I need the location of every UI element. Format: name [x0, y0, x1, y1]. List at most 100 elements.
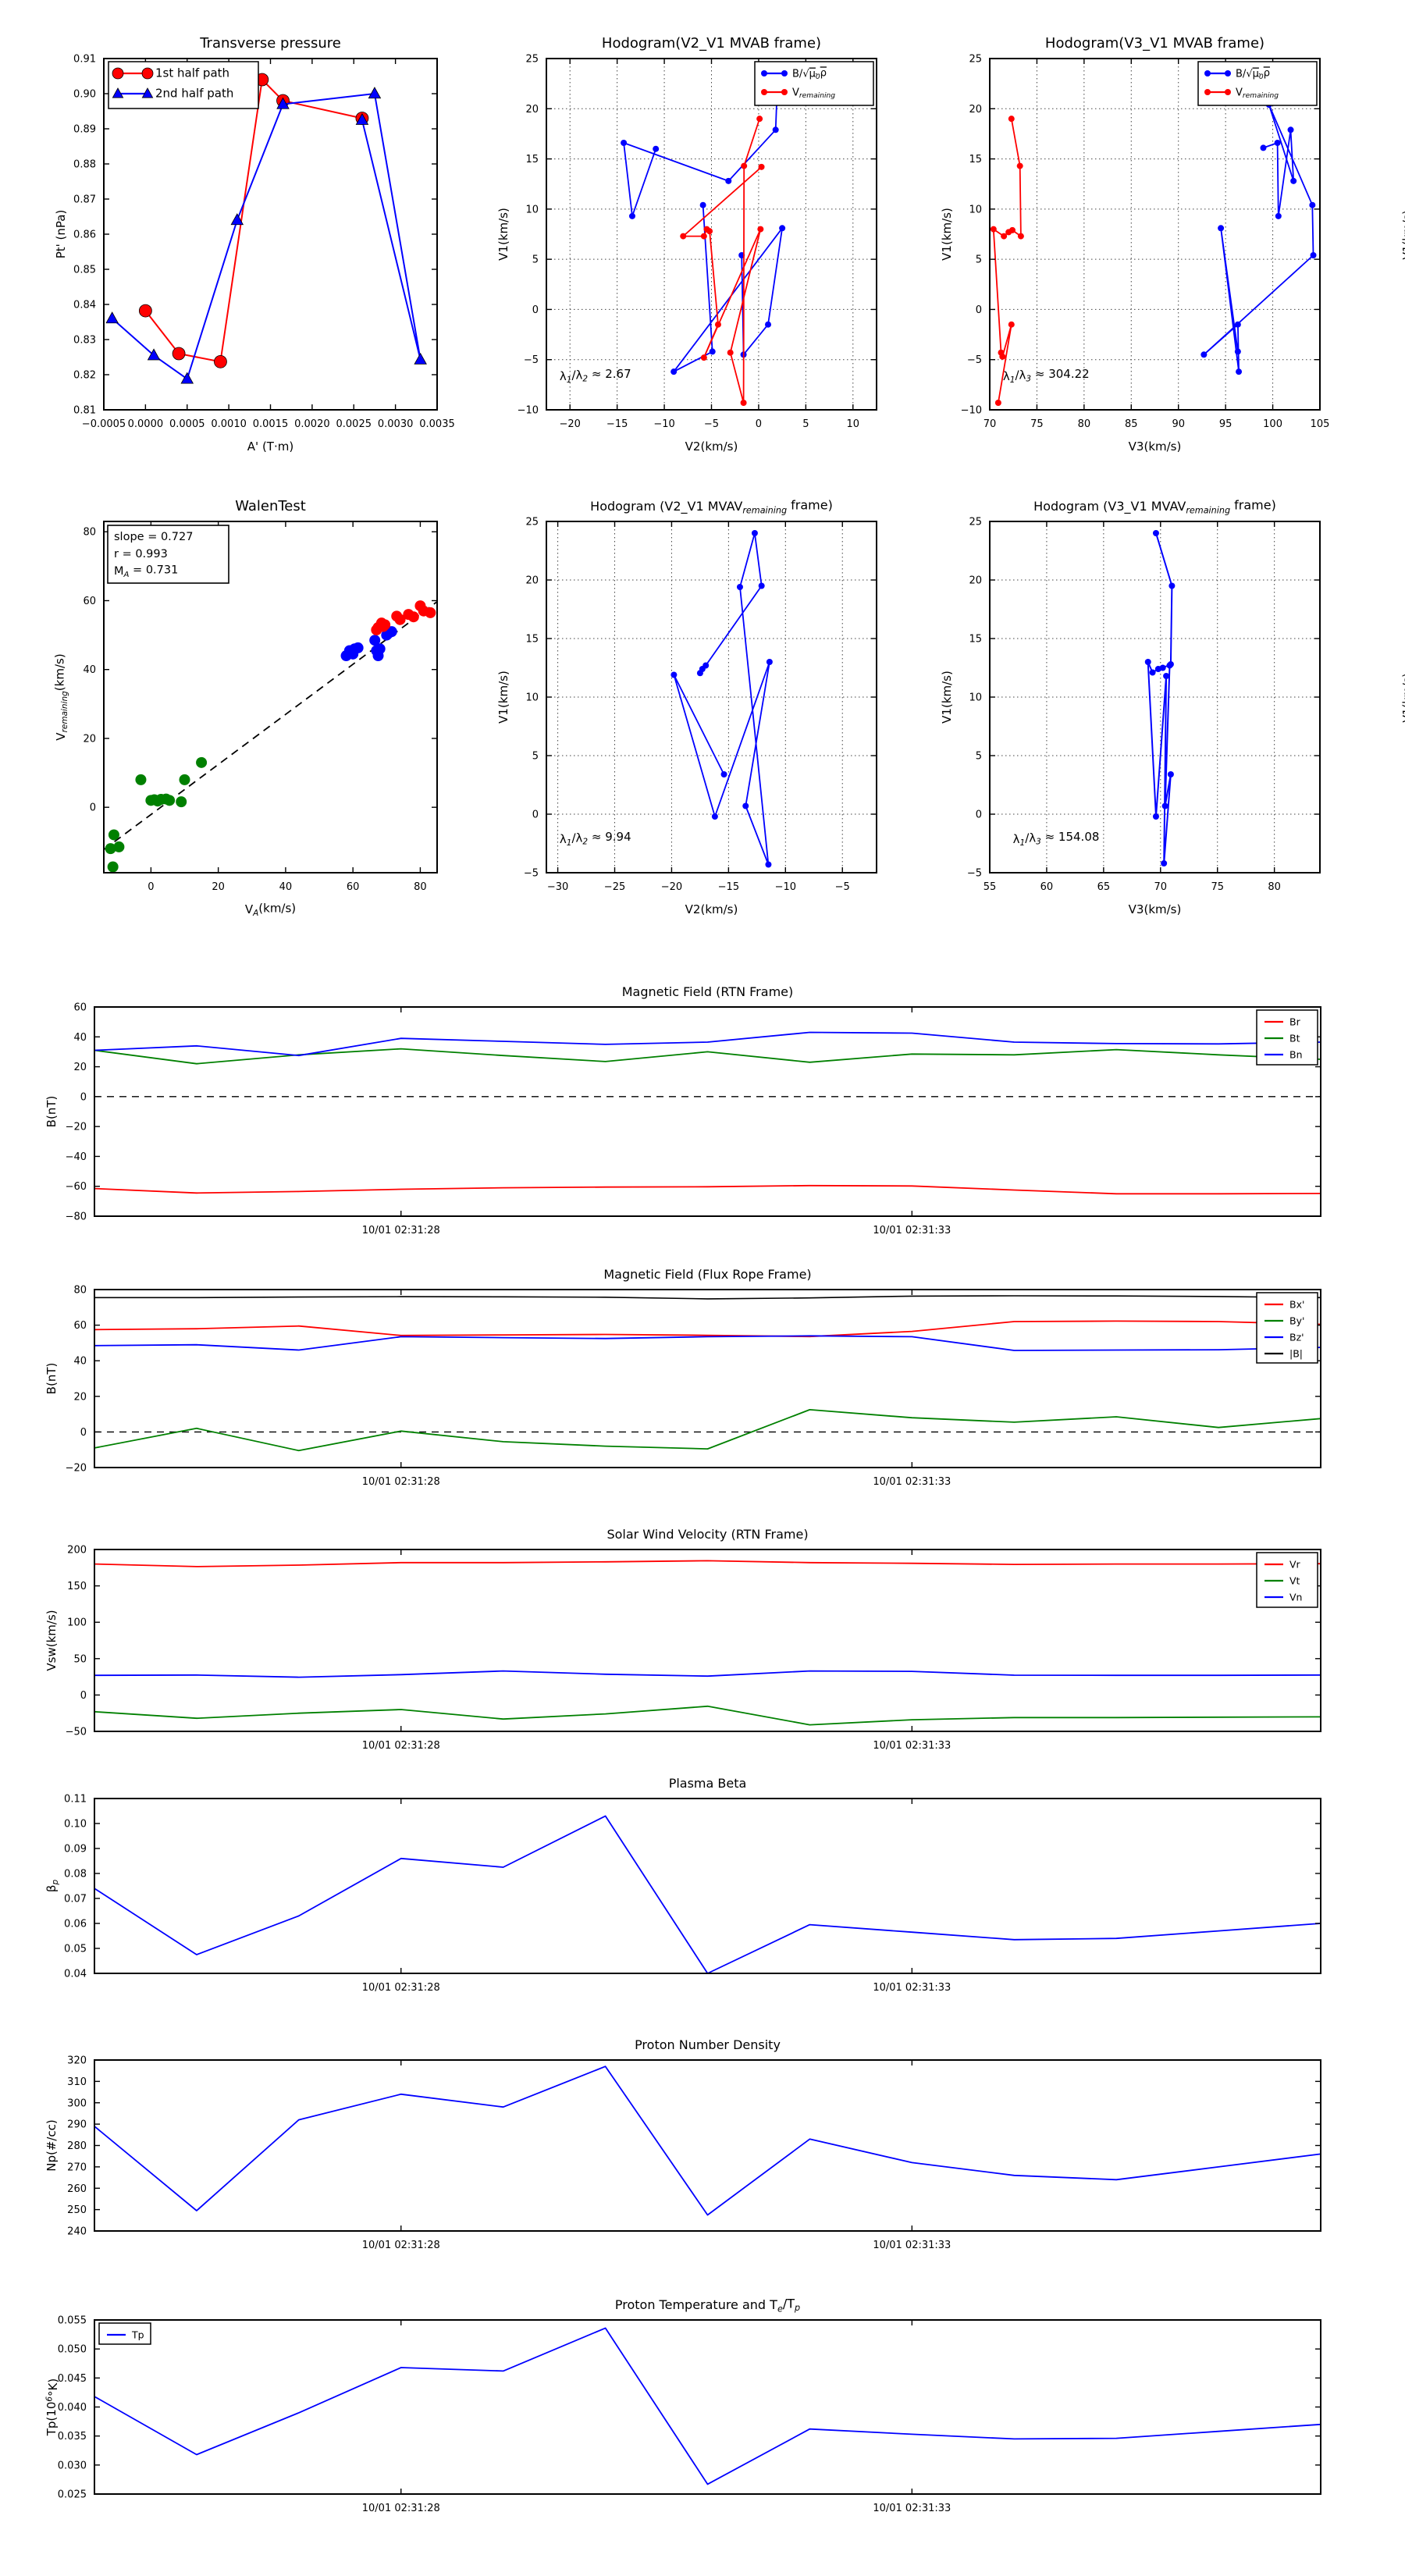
- svg-text:Bz': Bz': [1289, 1332, 1304, 1343]
- svg-text:60: 60: [73, 1002, 87, 1014]
- svg-text:0.10: 0.10: [64, 1819, 87, 1831]
- chart-title: Transverse pressure: [199, 35, 341, 52]
- svg-text:20: 20: [73, 1062, 87, 1073]
- svg-text:−5: −5: [704, 418, 719, 430]
- axes: [94, 1289, 1321, 1468]
- svg-text:20: 20: [525, 104, 539, 116]
- ticks: [94, 1798, 1321, 1974]
- svg-text:10/01 02:31:33: 10/01 02:31:33: [873, 2240, 951, 2251]
- svg-text:40: 40: [83, 664, 96, 676]
- axes: [103, 521, 438, 873]
- svg-text:10: 10: [969, 692, 982, 704]
- x-axis-label: V2(km/s): [685, 902, 738, 916]
- annotation: λ1​/λ3​ ≈ 304.22: [1003, 367, 1090, 385]
- svg-text:0.07: 0.07: [64, 1894, 87, 1905]
- svg-text:0.84: 0.84: [73, 300, 96, 311]
- svg-text:B/√μ0​ρ: B/√μ0​ρ: [792, 67, 827, 81]
- svg-text:50: 50: [73, 1653, 87, 1665]
- legend: Br Bt Bn: [1256, 1009, 1318, 1066]
- svg-text:2nd half path: 2nd half path: [155, 87, 233, 101]
- svg-text:25: 25: [525, 54, 539, 66]
- svg-text:slope = 0.727: slope = 0.727: [114, 531, 193, 543]
- svg-text:Bn: Bn: [1289, 1049, 1303, 1061]
- panel-walen-test: 0 20 40 60 80 0 20 40 60 80 WalenTest VA​(km/s) Vrem…: [45, 484, 461, 932]
- x-axis-label: A' (T·m): [247, 439, 293, 454]
- ticks: [94, 1289, 1321, 1468]
- svg-text:40: 40: [73, 1356, 87, 1368]
- svg-text:0.08: 0.08: [64, 1869, 87, 1880]
- panel-mag-rtn: 10/01 02:31:28 10/01 02:31:33 −80 −60 −40 −20…: [40, 982, 1335, 1254]
- svg-text:By': By': [1289, 1315, 1304, 1327]
- svg-text:290: 290: [67, 2119, 87, 2131]
- svg-text:0.0020: 0.0020: [294, 418, 330, 430]
- y-axis-label: V1(km/s): [940, 208, 954, 261]
- axes: [989, 58, 1321, 411]
- svg-text:25: 25: [525, 517, 539, 528]
- legend: Vr Vt Vn: [1256, 1552, 1318, 1608]
- svg-text:320: 320: [67, 2055, 87, 2067]
- panel-solar-wind-velocity: 10/01 02:31:28 10/01 02:31:33 −50 0 50 100 150…: [40, 1525, 1335, 1770]
- y-axis-label: B(nT): [44, 1096, 59, 1128]
- svg-text:0.83: 0.83: [73, 335, 96, 347]
- svg-text:60: 60: [83, 596, 96, 607]
- svg-text:0.81: 0.81: [73, 405, 96, 417]
- svg-text:10/01 02:31:33: 10/01 02:31:33: [873, 2503, 951, 2514]
- svg-text:0.11: 0.11: [64, 1794, 87, 1806]
- svg-text:200: 200: [67, 1545, 87, 1557]
- svg-text:20: 20: [73, 1391, 87, 1403]
- series-Bn: [94, 1031, 1321, 1057]
- svg-text:0: 0: [80, 1091, 87, 1103]
- ticks: [94, 1549, 1321, 1732]
- svg-text:95: 95: [1219, 418, 1232, 430]
- x-axis-label: V3(km/s): [1129, 439, 1182, 454]
- svg-text:0.0010: 0.0010: [211, 418, 247, 430]
- svg-text:0.0030: 0.0030: [378, 418, 414, 430]
- svg-text:10: 10: [847, 418, 860, 430]
- series-Vn: [94, 1670, 1321, 1678]
- y-axis-label: B(nT): [44, 1363, 59, 1395]
- chart-title: Plasma Beta: [669, 1776, 747, 1791]
- svg-text:MA​ = 0.731: MA​ = 0.731: [114, 564, 178, 579]
- svg-text:100: 100: [1263, 418, 1282, 430]
- svg-text:270: 270: [67, 2161, 87, 2173]
- series-fit: [103, 601, 438, 851]
- svg-text:0.035: 0.035: [58, 2431, 87, 2443]
- svg-text:Vn: Vn: [1289, 1592, 1302, 1603]
- svg-text:0.025: 0.025: [58, 2489, 87, 2501]
- svg-text:0: 0: [756, 418, 762, 430]
- panel-proton-temperature: 10/01 02:31:28 10/01 02:31:33 0.025 0.030 0.…: [40, 2295, 1335, 2532]
- clipped-ylabel-row2: V1(km/s): [1401, 673, 1405, 723]
- svg-text:70: 70: [984, 418, 997, 430]
- svg-text:10/01 02:31:28: 10/01 02:31:28: [362, 1740, 440, 1752]
- svg-text:150: 150: [67, 1581, 87, 1592]
- svg-text:5: 5: [532, 254, 539, 266]
- svg-text:−20: −20: [661, 881, 682, 893]
- svg-text:10: 10: [525, 692, 539, 704]
- svg-text:0.050: 0.050: [58, 2344, 87, 2356]
- svg-text:−25: −25: [604, 881, 625, 893]
- series-By': [94, 1409, 1321, 1452]
- chart-title: Hodogram(V3_V1 MVAB frame): [1045, 35, 1264, 52]
- stats-box: slope = 0.727 r = 0.993 MA​ = 0.731: [107, 525, 229, 584]
- svg-text:−5: −5: [967, 868, 982, 880]
- svg-text:0: 0: [532, 304, 539, 316]
- svg-text:75: 75: [1211, 881, 1224, 893]
- legend: Bx' By' Bz' |B|: [1256, 1292, 1318, 1364]
- svg-text:105: 105: [1311, 418, 1330, 430]
- chart-title: WalenTest: [235, 498, 306, 514]
- svg-text:−50: −50: [66, 1727, 87, 1738]
- chart-walen-test: 0 20 40 60 80 0 20 40 60 80 WalenTest VA​(km/s) Vrem…: [53, 498, 438, 918]
- svg-text:10/01 02:31:28: 10/01 02:31:28: [362, 1476, 440, 1488]
- ticks: [989, 521, 1320, 873]
- ticks: [94, 1006, 1321, 1217]
- panel-hodogram-v3v1-mvab: 70 75 80 85 90 95 100 105 −10 −5 0 5 10 15 20 25 Hodogra…: [931, 21, 1343, 469]
- y-axis-label: Np(#/cc): [44, 2119, 59, 2172]
- svg-text:0: 0: [80, 1690, 87, 1702]
- svg-text:60: 60: [347, 881, 360, 893]
- annotation: λ1​/λ2​ ≈ 2.67: [560, 367, 631, 385]
- chart-title: Proton Temperature and Te​/Tp​: [615, 2297, 800, 2314]
- svg-text:10/01 02:31:33: 10/01 02:31:33: [873, 1982, 951, 1994]
- chart-mag-rtn: 10/01 02:31:28 10/01 02:31:33 −80 −60 −40 −20…: [44, 984, 1321, 1236]
- series-Bt: [94, 1048, 1321, 1065]
- series-Np: [94, 2065, 1321, 2216]
